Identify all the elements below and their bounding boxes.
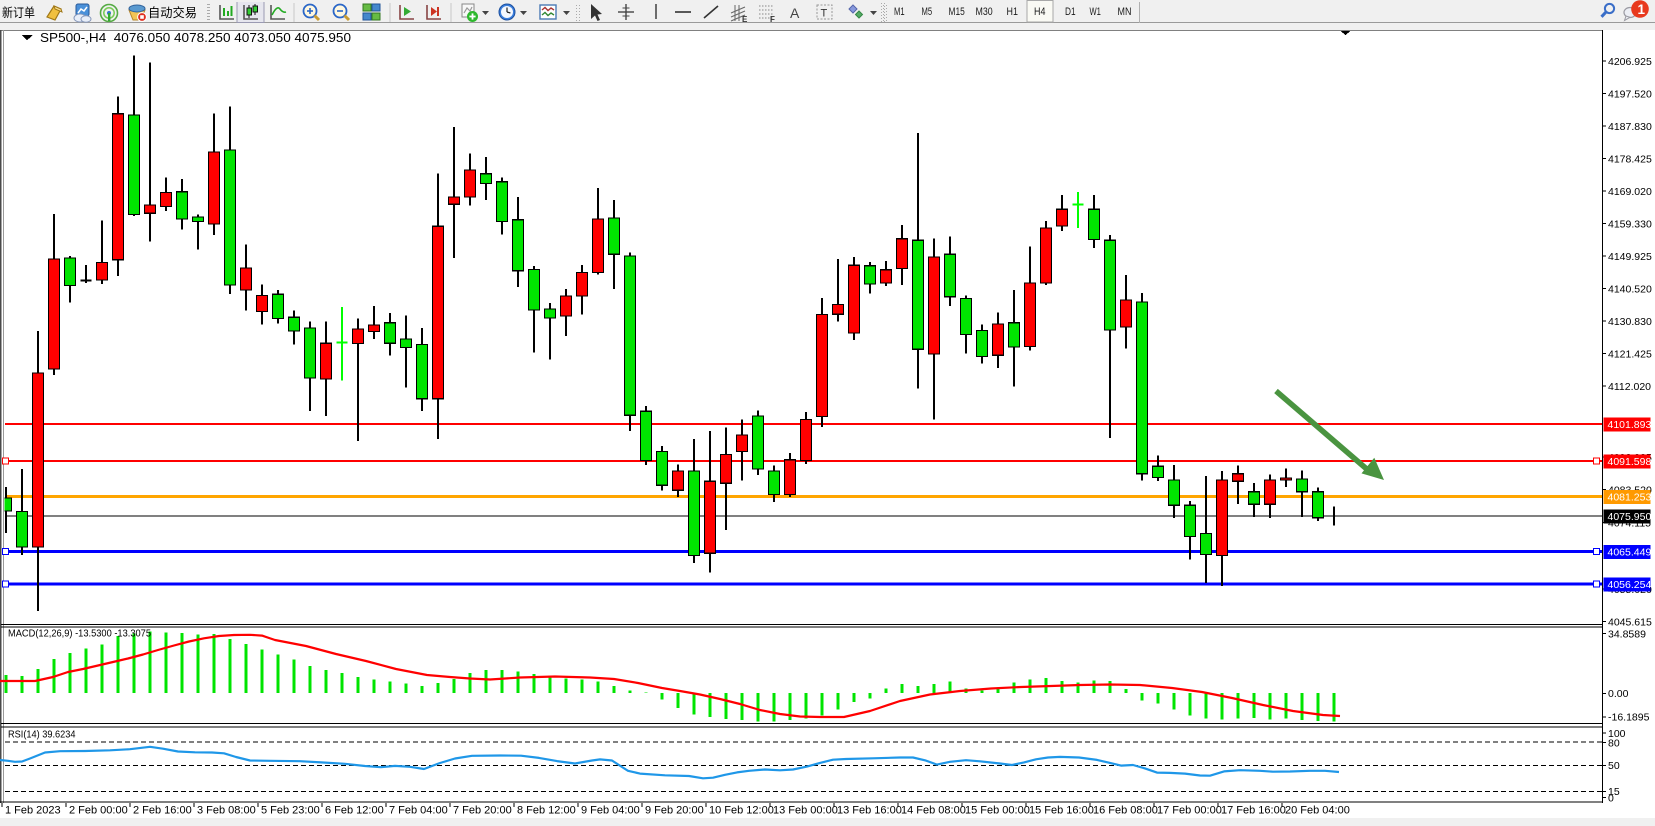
- svg-text:-16.1895: -16.1895: [1608, 712, 1650, 724]
- svg-text:6 Feb 12:00: 6 Feb 12:00: [325, 805, 384, 817]
- svg-text:4178.425: 4178.425: [1608, 153, 1652, 165]
- svg-text:H4: H4: [1034, 6, 1045, 18]
- svg-text:M1: M1: [894, 6, 905, 18]
- svg-text:4081.253: 4081.253: [1608, 492, 1652, 504]
- svg-text:9 Feb 20:00: 9 Feb 20:00: [645, 805, 704, 817]
- svg-text:H1: H1: [1007, 6, 1018, 18]
- svg-text:4121.425: 4121.425: [1608, 348, 1652, 360]
- svg-text:RSI(14) 39.6234: RSI(14) 39.6234: [8, 729, 76, 741]
- svg-text:15: 15: [1608, 786, 1620, 798]
- svg-text:D1: D1: [1065, 6, 1076, 18]
- svg-text:16 Feb 08:00: 16 Feb 08:00: [1093, 805, 1158, 817]
- svg-text:4169.020: 4169.020: [1608, 186, 1652, 198]
- svg-text:0.00: 0.00: [1608, 688, 1629, 700]
- svg-text:100: 100: [1608, 728, 1626, 740]
- svg-text:4187.830: 4187.830: [1608, 121, 1652, 133]
- svg-text:F: F: [770, 15, 775, 23]
- svg-text:34.8589: 34.8589: [1608, 628, 1646, 640]
- svg-text:4101.893: 4101.893: [1608, 419, 1652, 431]
- svg-text:0: 0: [1608, 792, 1614, 804]
- svg-text:T: T: [821, 8, 828, 20]
- svg-text:4045.615: 4045.615: [1608, 616, 1652, 628]
- svg-text:7 Feb 04:00: 7 Feb 04:00: [389, 805, 448, 817]
- svg-text:2 Feb 00:00: 2 Feb 00:00: [69, 805, 128, 817]
- svg-text:W1: W1: [1090, 6, 1101, 18]
- svg-text:A: A: [790, 5, 800, 21]
- svg-text:13 Feb 00:00: 13 Feb 00:00: [773, 805, 838, 817]
- svg-text:20 Feb 04:00: 20 Feb 04:00: [1285, 805, 1350, 817]
- svg-text:MN: MN: [1118, 6, 1132, 18]
- svg-text:9 Feb 04:00: 9 Feb 04:00: [581, 805, 640, 817]
- svg-text:1 Feb 2023: 1 Feb 2023: [5, 805, 61, 817]
- svg-text:2 Feb 16:00: 2 Feb 16:00: [133, 805, 192, 817]
- svg-text:MACD(12,26,9) -13.5300 -13.307: MACD(12,26,9) -13.5300 -13.3075: [8, 628, 151, 640]
- svg-text:4149.925: 4149.925: [1608, 251, 1652, 263]
- svg-text:3 Feb 08:00: 3 Feb 08:00: [197, 805, 256, 817]
- svg-text:SP500-,H4 4076.050 4078.250 4: SP500-,H4 4076.050 4078.250 4073.050 407…: [40, 30, 351, 45]
- svg-text:7 Feb 20:00: 7 Feb 20:00: [453, 805, 512, 817]
- svg-text:4197.520: 4197.520: [1608, 88, 1652, 100]
- svg-text:15 Feb 16:00: 15 Feb 16:00: [1029, 805, 1094, 817]
- svg-text:M30: M30: [976, 6, 993, 18]
- svg-text:自动交易: 自动交易: [148, 5, 197, 20]
- svg-text:1: 1: [1638, 2, 1646, 17]
- svg-text:4140.520: 4140.520: [1608, 283, 1652, 295]
- svg-text:50: 50: [1608, 760, 1620, 772]
- svg-text:E: E: [742, 15, 748, 23]
- svg-text:15 Feb 00:00: 15 Feb 00:00: [965, 805, 1030, 817]
- svg-text:80: 80: [1608, 737, 1620, 749]
- svg-text:4075.950: 4075.950: [1608, 511, 1652, 523]
- svg-text:4091.598: 4091.598: [1608, 456, 1652, 468]
- svg-text:10 Feb 12:00: 10 Feb 12:00: [709, 805, 774, 817]
- svg-text:新订单: 新订单: [2, 5, 35, 20]
- svg-text:17 Feb 00:00: 17 Feb 00:00: [1157, 805, 1222, 817]
- svg-text:17 Feb 16:00: 17 Feb 16:00: [1221, 805, 1286, 817]
- svg-text:4065.449: 4065.449: [1608, 547, 1652, 559]
- svg-text:M15: M15: [949, 6, 965, 18]
- svg-text:8 Feb 12:00: 8 Feb 12:00: [517, 805, 576, 817]
- svg-text:4159.330: 4159.330: [1608, 218, 1652, 230]
- svg-text:4112.020: 4112.020: [1608, 381, 1651, 393]
- svg-text:M5: M5: [922, 6, 933, 18]
- svg-text:13 Feb 16:00: 13 Feb 16:00: [837, 805, 902, 817]
- svg-text:4130.830: 4130.830: [1608, 316, 1652, 328]
- svg-text:4206.925: 4206.925: [1608, 56, 1652, 68]
- svg-text:5 Feb 23:00: 5 Feb 23:00: [261, 805, 320, 817]
- svg-text:4056.254: 4056.254: [1608, 579, 1652, 591]
- svg-text:14 Feb 08:00: 14 Feb 08:00: [901, 805, 966, 817]
